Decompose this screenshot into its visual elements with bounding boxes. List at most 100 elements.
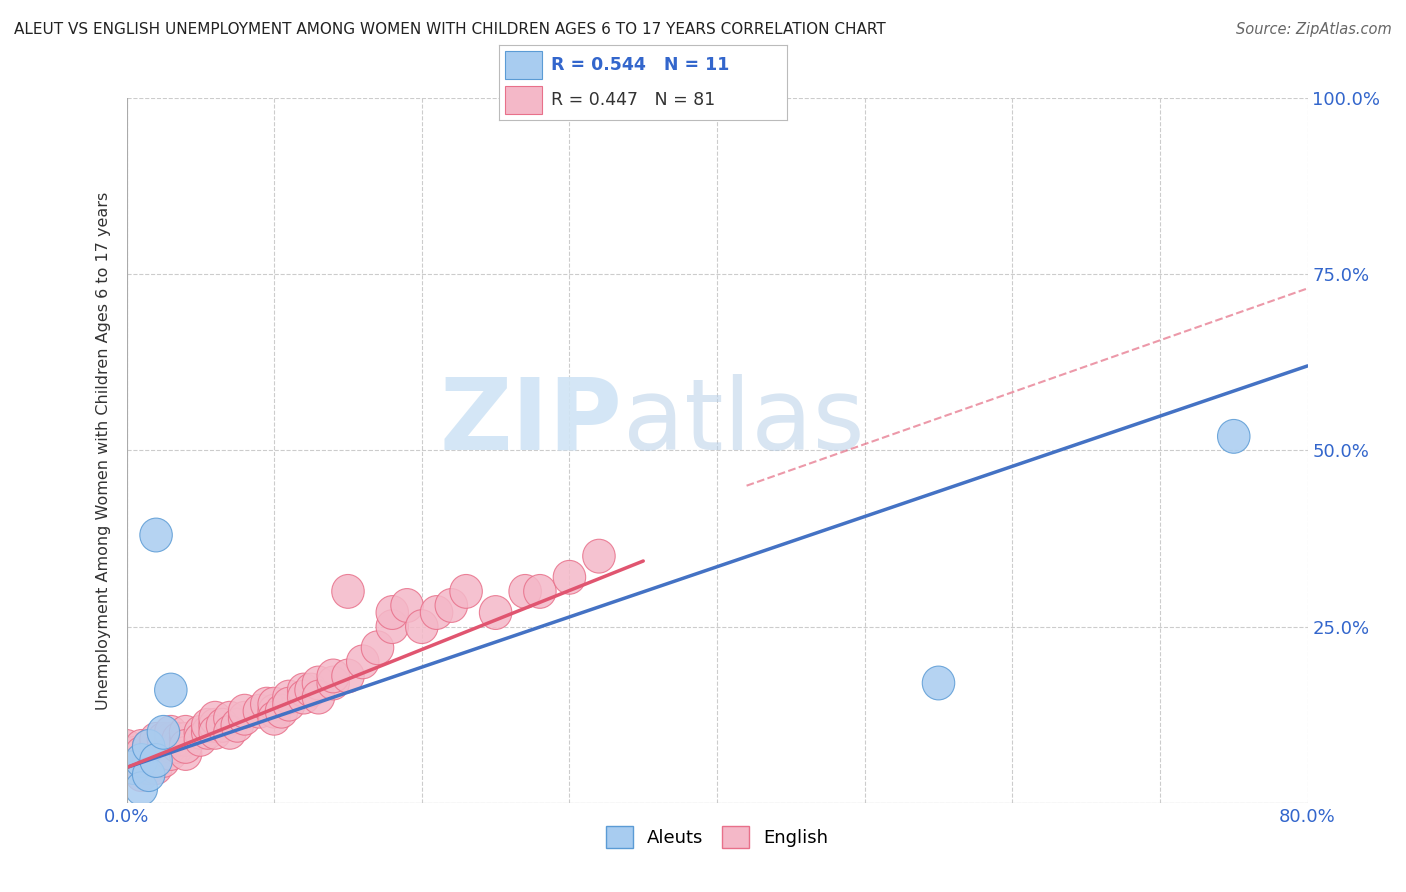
Ellipse shape xyxy=(125,751,157,784)
Ellipse shape xyxy=(125,744,157,778)
Ellipse shape xyxy=(184,723,217,756)
Ellipse shape xyxy=(110,751,143,784)
Ellipse shape xyxy=(191,715,224,749)
Ellipse shape xyxy=(125,751,157,784)
Ellipse shape xyxy=(273,687,305,721)
Ellipse shape xyxy=(287,673,321,707)
Ellipse shape xyxy=(273,681,305,714)
Ellipse shape xyxy=(148,737,180,771)
Ellipse shape xyxy=(139,723,173,756)
Ellipse shape xyxy=(169,715,202,749)
Ellipse shape xyxy=(332,659,364,693)
Ellipse shape xyxy=(479,596,512,630)
Ellipse shape xyxy=(198,701,232,735)
FancyBboxPatch shape xyxy=(505,51,543,79)
Ellipse shape xyxy=(207,708,239,742)
Text: ZIP: ZIP xyxy=(440,374,623,471)
Ellipse shape xyxy=(184,715,217,749)
Ellipse shape xyxy=(139,737,173,771)
Text: R = 0.447   N = 81: R = 0.447 N = 81 xyxy=(551,91,716,109)
Ellipse shape xyxy=(162,723,194,756)
Ellipse shape xyxy=(118,751,150,784)
Ellipse shape xyxy=(450,574,482,608)
Ellipse shape xyxy=(132,730,165,764)
Ellipse shape xyxy=(132,730,165,764)
Ellipse shape xyxy=(1218,419,1250,453)
Legend: Aleuts, English: Aleuts, English xyxy=(596,817,838,857)
Ellipse shape xyxy=(198,715,232,749)
Ellipse shape xyxy=(332,574,364,608)
Ellipse shape xyxy=(214,715,246,749)
Ellipse shape xyxy=(118,737,150,771)
Ellipse shape xyxy=(169,723,202,756)
Ellipse shape xyxy=(110,737,143,771)
Ellipse shape xyxy=(155,673,187,707)
Ellipse shape xyxy=(361,631,394,665)
Ellipse shape xyxy=(155,730,187,764)
Ellipse shape xyxy=(922,666,955,700)
Ellipse shape xyxy=(295,673,328,707)
Ellipse shape xyxy=(287,681,321,714)
Ellipse shape xyxy=(148,744,180,778)
Ellipse shape xyxy=(375,610,409,643)
FancyBboxPatch shape xyxy=(505,86,543,114)
Ellipse shape xyxy=(228,694,262,728)
Ellipse shape xyxy=(228,701,262,735)
Ellipse shape xyxy=(139,751,173,784)
Ellipse shape xyxy=(434,589,468,623)
Y-axis label: Unemployment Among Women with Children Ages 6 to 17 years: Unemployment Among Women with Children A… xyxy=(96,192,111,709)
Ellipse shape xyxy=(139,518,173,552)
Text: ALEUT VS ENGLISH UNEMPLOYMENT AMONG WOMEN WITH CHILDREN AGES 6 TO 17 YEARS CORRE: ALEUT VS ENGLISH UNEMPLOYMENT AMONG WOME… xyxy=(14,22,886,37)
Ellipse shape xyxy=(132,757,165,791)
Text: Source: ZipAtlas.com: Source: ZipAtlas.com xyxy=(1236,22,1392,37)
Ellipse shape xyxy=(346,645,380,679)
Ellipse shape xyxy=(509,574,541,608)
Ellipse shape xyxy=(405,610,439,643)
Ellipse shape xyxy=(155,715,187,749)
Ellipse shape xyxy=(375,596,409,630)
Ellipse shape xyxy=(169,730,202,764)
Ellipse shape xyxy=(139,730,173,764)
Ellipse shape xyxy=(391,589,423,623)
Ellipse shape xyxy=(257,701,291,735)
Ellipse shape xyxy=(132,744,165,778)
Ellipse shape xyxy=(125,737,157,771)
Ellipse shape xyxy=(302,681,335,714)
Text: R = 0.544   N = 11: R = 0.544 N = 11 xyxy=(551,56,730,74)
Ellipse shape xyxy=(198,708,232,742)
Ellipse shape xyxy=(125,744,157,778)
Ellipse shape xyxy=(125,737,157,771)
Ellipse shape xyxy=(250,687,283,721)
Ellipse shape xyxy=(110,744,143,778)
Ellipse shape xyxy=(420,596,453,630)
Ellipse shape xyxy=(155,723,187,756)
Ellipse shape xyxy=(132,737,165,771)
Ellipse shape xyxy=(191,708,224,742)
Ellipse shape xyxy=(221,708,253,742)
Ellipse shape xyxy=(132,751,165,784)
Text: atlas: atlas xyxy=(623,374,865,471)
Ellipse shape xyxy=(316,666,350,700)
Ellipse shape xyxy=(316,659,350,693)
Ellipse shape xyxy=(162,730,194,764)
Ellipse shape xyxy=(139,744,173,778)
Ellipse shape xyxy=(553,560,586,594)
Ellipse shape xyxy=(148,715,180,749)
Ellipse shape xyxy=(243,694,276,728)
Ellipse shape xyxy=(582,540,616,573)
Ellipse shape xyxy=(148,730,180,764)
Ellipse shape xyxy=(125,744,157,778)
Ellipse shape xyxy=(523,574,557,608)
Ellipse shape xyxy=(125,730,157,764)
Ellipse shape xyxy=(169,737,202,771)
Ellipse shape xyxy=(302,666,335,700)
Ellipse shape xyxy=(214,701,246,735)
Ellipse shape xyxy=(155,737,187,771)
Ellipse shape xyxy=(148,723,180,756)
Ellipse shape xyxy=(139,744,173,778)
Ellipse shape xyxy=(110,730,143,764)
Ellipse shape xyxy=(125,757,157,791)
Ellipse shape xyxy=(266,694,298,728)
Ellipse shape xyxy=(118,751,150,784)
Ellipse shape xyxy=(257,694,291,728)
